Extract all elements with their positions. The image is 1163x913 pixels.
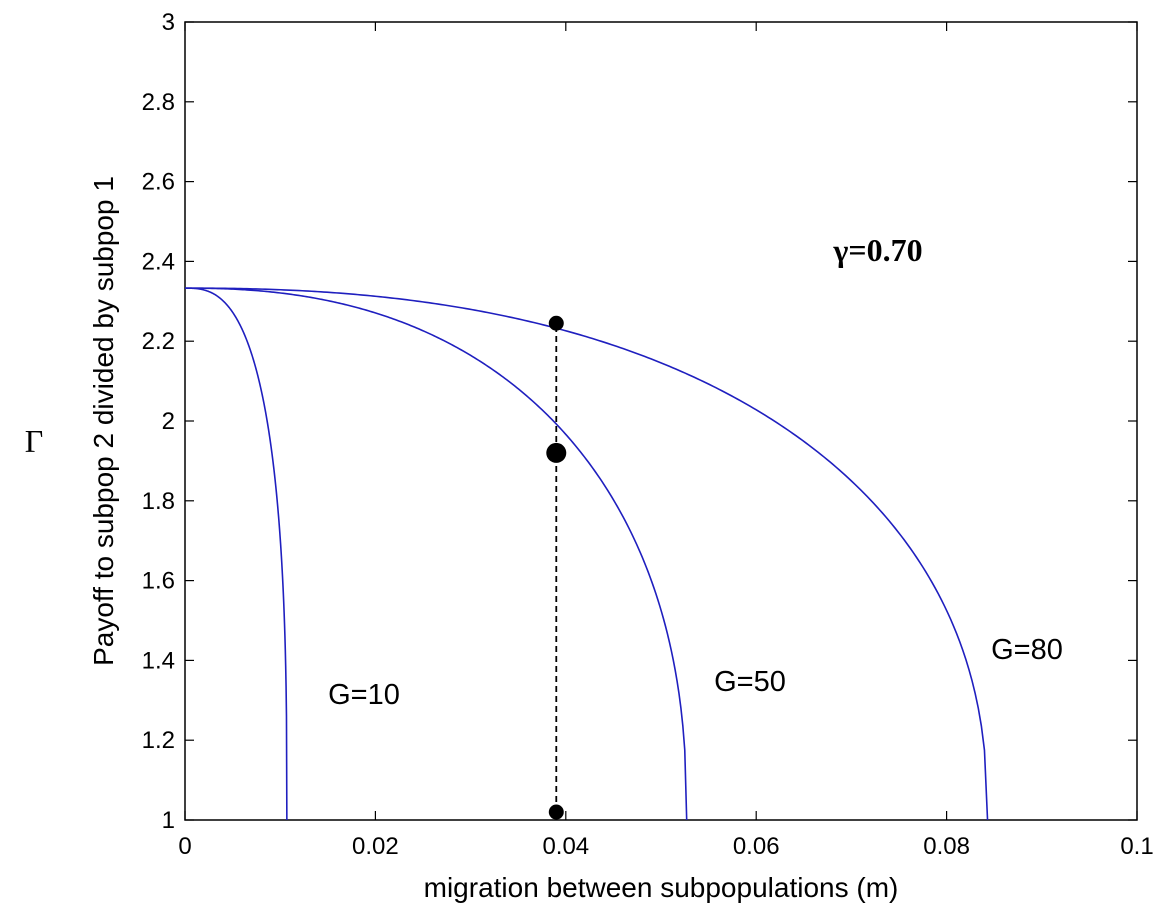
- x-tick-label: 0.06: [733, 833, 780, 860]
- data-point-marker: [548, 804, 564, 820]
- x-tick-label: 0.08: [923, 833, 970, 860]
- y-tick-label: 1.6: [142, 568, 175, 595]
- series-lines: G=10 G=50 G=80: [185, 287, 1063, 821]
- y-tick-label: 1.2: [142, 727, 175, 754]
- y-tick-label: 3: [162, 9, 175, 36]
- series-label: G=80: [991, 634, 1063, 666]
- gamma-annotation: γ=0.70: [832, 232, 922, 268]
- y-tick-label: 2: [162, 408, 175, 435]
- y-tick-label: 1.8: [142, 488, 175, 515]
- data-markers: [546, 315, 567, 820]
- y-axis-title: Payoff to subpop 2 divided by subpop 1: [88, 176, 119, 666]
- series-line: [185, 287, 688, 821]
- y-tick-label: 2.4: [142, 248, 175, 275]
- axis-ticks: 0 0.02 0.04 0.06 0.08 0.1 1 1.2 1.4 1.6 1.8 2 2.2 2.4…: [142, 9, 1154, 860]
- y-tick-label: 1: [162, 807, 175, 834]
- series-label: G=10: [328, 679, 400, 711]
- plot-frame: [184, 21, 1138, 821]
- y-tick-label: 1.4: [142, 647, 175, 674]
- x-tick-label: 0.02: [352, 833, 399, 860]
- y-tick-label: 2.8: [142, 89, 175, 116]
- data-point-marker: [546, 442, 567, 463]
- x-tick-label: 0.1: [1120, 833, 1153, 860]
- plot-area: [184, 21, 1138, 821]
- data-point-marker: [548, 315, 564, 331]
- x-tick-label: 0.04: [542, 833, 589, 860]
- x-axis-title: migration between subpopulations (m): [424, 872, 899, 903]
- series-line: [185, 287, 989, 821]
- series-line: [185, 287, 288, 821]
- y-tick-label: 2.6: [142, 169, 175, 196]
- x-tick-label: 0: [178, 833, 191, 860]
- series-label: G=50: [714, 666, 786, 698]
- gamma-symbol: Γ: [25, 423, 44, 459]
- y-tick-label: 2.2: [142, 328, 175, 355]
